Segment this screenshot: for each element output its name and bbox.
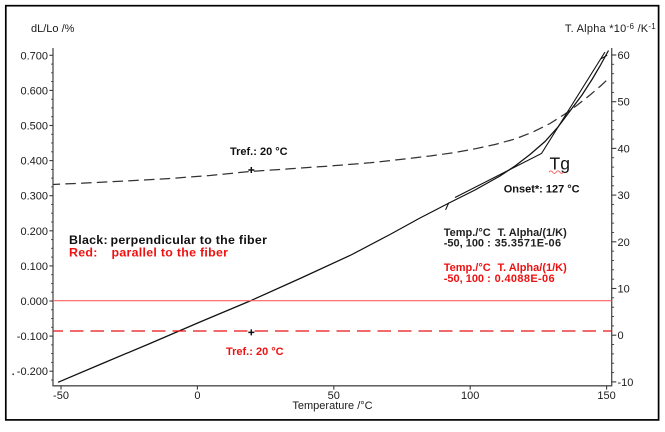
- svg-text:0.100: 0.100: [20, 261, 48, 273]
- svg-text:-0.200: -0.200: [17, 366, 48, 378]
- svg-text:60: 60: [618, 50, 630, 62]
- svg-text:perpendicular to the fiber: perpendicular to the fiber: [111, 233, 268, 247]
- svg-text:Temp./°C: Temp./°C: [444, 227, 491, 239]
- svg-text:0.200: 0.200: [20, 226, 48, 238]
- svg-text:0.500: 0.500: [20, 121, 48, 133]
- svg-text:-50: -50: [53, 390, 69, 402]
- svg-text:0.4088E-06: 0.4088E-06: [495, 273, 555, 285]
- svg-text:50: 50: [328, 390, 340, 402]
- svg-text:0: 0: [194, 390, 200, 402]
- svg-text:T. Alpha *10-6 /K-1: T. Alpha *10-6 /K-1: [565, 22, 656, 35]
- svg-text:Tg: Tg: [550, 154, 570, 174]
- svg-text:50: 50: [618, 97, 630, 109]
- svg-text:40: 40: [618, 143, 630, 155]
- svg-text:Tref.: 20 °C: Tref.: 20 °C: [226, 346, 284, 358]
- svg-text:0.000: 0.000: [20, 296, 48, 308]
- svg-text:T. Alpha/(1/K): T. Alpha/(1/K): [498, 227, 568, 239]
- svg-text:Tref.: 20 °C: Tref.: 20 °C: [230, 146, 288, 158]
- svg-text:Black:: Black:: [69, 233, 108, 247]
- svg-text:30: 30: [618, 190, 630, 202]
- svg-text:0.700: 0.700: [20, 50, 48, 62]
- svg-text:Red:: Red:: [69, 245, 98, 259]
- svg-text:dL/Lo /%: dL/Lo /%: [31, 23, 75, 35]
- svg-text:Temperature /°C: Temperature /°C: [292, 400, 372, 412]
- svg-text:0.300: 0.300: [20, 191, 48, 203]
- svg-text:20: 20: [618, 237, 630, 249]
- svg-text:-0.100: -0.100: [17, 331, 48, 343]
- svg-text:150: 150: [597, 390, 615, 402]
- svg-text:-50, 100 :: -50, 100 :: [444, 237, 491, 249]
- svg-text:10: 10: [618, 284, 630, 296]
- svg-text:0.600: 0.600: [20, 85, 48, 97]
- svg-text:-10: -10: [618, 377, 634, 389]
- svg-text:100: 100: [461, 390, 479, 402]
- svg-text:Temp./°C: Temp./°C: [444, 262, 491, 274]
- svg-text:35.3571E-06: 35.3571E-06: [495, 237, 562, 249]
- svg-text:Onset*: 127 °C: Onset*: 127 °C: [504, 184, 580, 196]
- svg-text:-50, 100 :: -50, 100 :: [444, 273, 491, 285]
- svg-text:0.400: 0.400: [20, 156, 48, 168]
- svg-text:T. Alpha/(1/K): T. Alpha/(1/K): [498, 262, 568, 274]
- svg-text:parallel to the fiber: parallel to the fiber: [112, 245, 229, 259]
- svg-text:0: 0: [618, 330, 624, 342]
